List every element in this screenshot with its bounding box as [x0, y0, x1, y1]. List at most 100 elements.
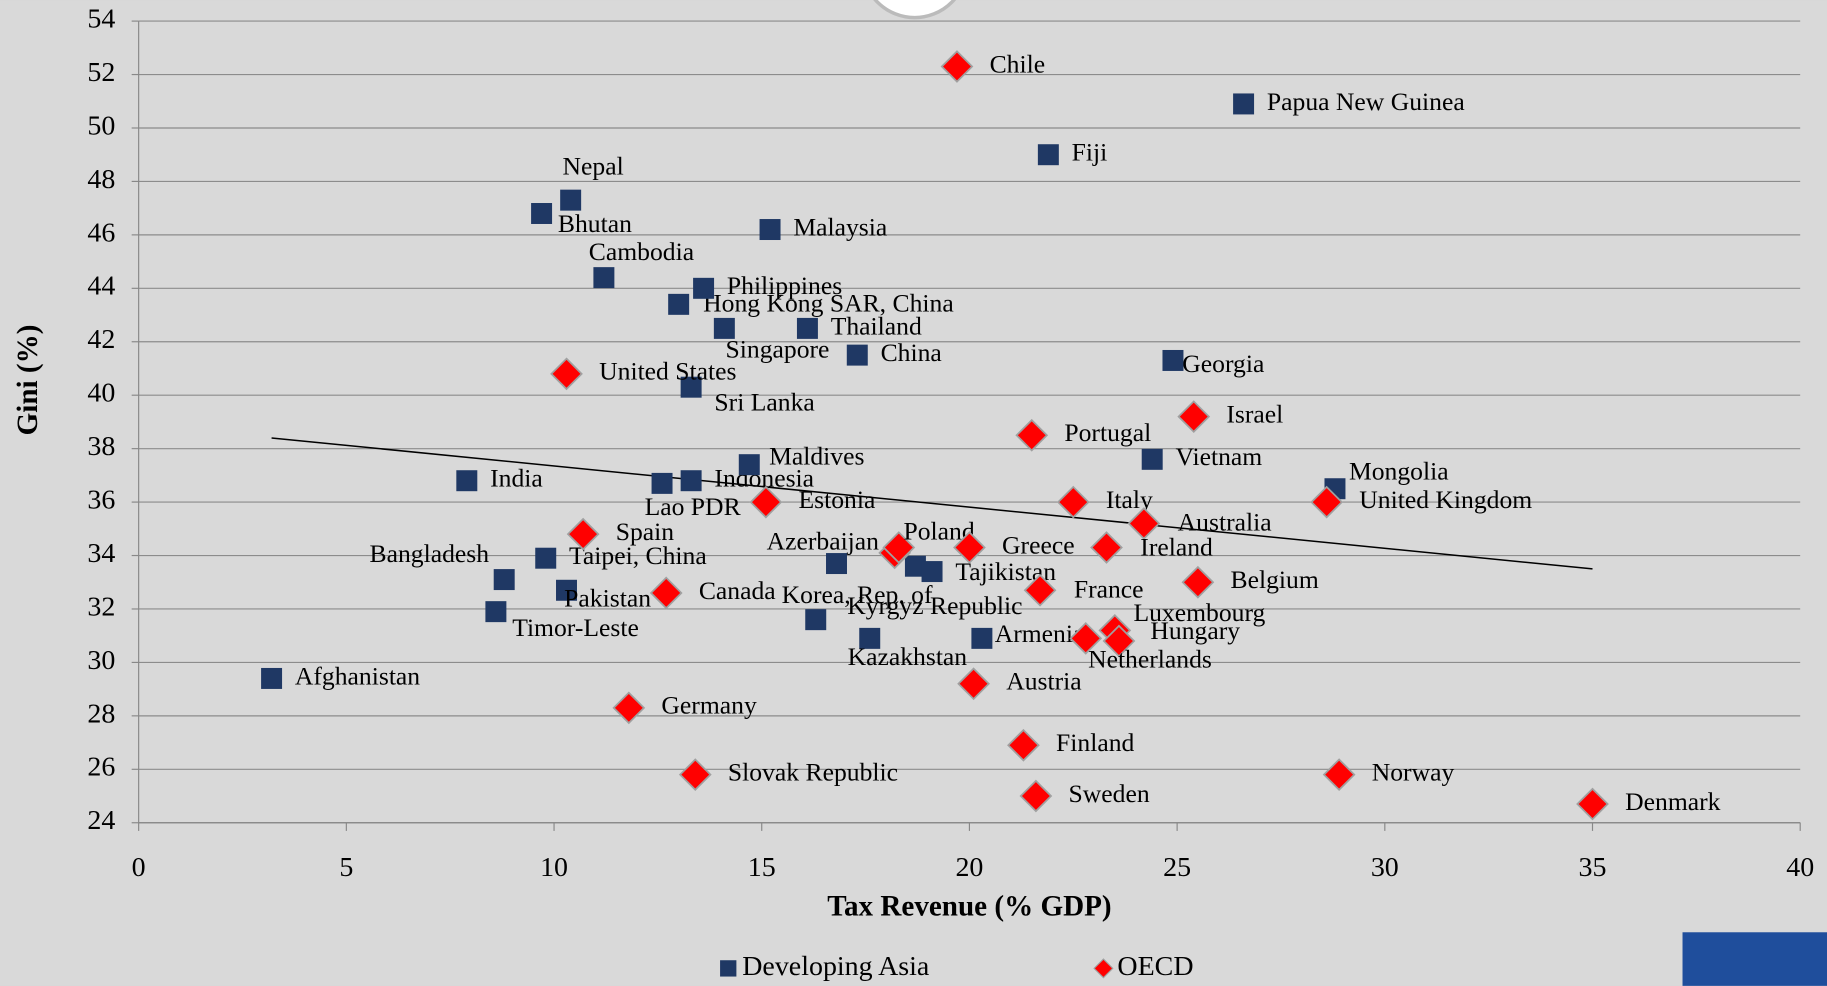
- x-tick-label: 15: [748, 852, 776, 883]
- marker-square: [1162, 349, 1184, 371]
- point-label: Maldives: [769, 442, 864, 471]
- y-tick-label: 40: [87, 378, 115, 409]
- marker-square: [456, 470, 478, 492]
- x-tick-label: 25: [1163, 852, 1191, 883]
- point-label: Timor-Leste: [512, 613, 639, 642]
- point-label: Sri Lanka: [714, 388, 815, 417]
- point-label: Finland: [1056, 728, 1134, 757]
- y-tick-label: 44: [87, 271, 115, 302]
- point-label: Greece: [1002, 530, 1075, 559]
- marker-square: [1037, 144, 1059, 166]
- marker-diamond: [1177, 400, 1211, 433]
- marker-square: [493, 569, 515, 591]
- marker-diamond: [1576, 787, 1609, 821]
- point-label: Pakistan: [564, 584, 651, 613]
- y-tick-label: 50: [87, 110, 115, 141]
- marker-square: [971, 627, 993, 649]
- marker-square: [759, 219, 781, 241]
- marker-square: [680, 470, 702, 492]
- y-tick-label: 46: [87, 217, 115, 248]
- trendline: [271, 437, 1593, 570]
- x-tick-label: 30: [1371, 852, 1399, 883]
- marker-square: [261, 667, 283, 689]
- y-tick-label: 32: [87, 591, 115, 622]
- point-label: Mongolia: [1349, 456, 1449, 485]
- point-label: Luxembourg: [1133, 598, 1265, 627]
- marker-diamond: [882, 531, 916, 564]
- point-label: Philippines: [727, 271, 842, 300]
- point-label: Cambodia: [589, 237, 695, 266]
- marker-diamond: [1102, 624, 1136, 658]
- y-tick-label: 48: [87, 164, 115, 195]
- point-label: Kyrgyz Republic: [847, 591, 1022, 620]
- point-label: Korea, Rep. of: [782, 580, 933, 609]
- marker-diamond: [1181, 565, 1215, 599]
- marker-diamond: [1023, 573, 1057, 607]
- marker-diamond: [678, 758, 712, 792]
- marker-square: [713, 317, 735, 339]
- marker-square: [1141, 448, 1163, 470]
- marker-diamond: [1056, 485, 1090, 519]
- point-label: Papua New Guinea: [1267, 87, 1465, 116]
- y-tick-label: 38: [87, 431, 115, 462]
- marker-diamond: [1015, 418, 1049, 452]
- point-label: Taipei, China: [569, 541, 707, 570]
- y-tick-label: 24: [87, 805, 115, 836]
- marker-diamond: [957, 667, 990, 701]
- marker-diamond: [1069, 621, 1103, 655]
- point-label: Kazakhstan: [848, 642, 968, 671]
- marker-diamond: [1310, 485, 1344, 519]
- marker-diamond: [550, 357, 583, 391]
- point-label: Belgium: [1231, 565, 1319, 594]
- marker-diamond: [1127, 507, 1161, 540]
- x-tick-label: 35: [1579, 852, 1607, 883]
- marker-square: [535, 547, 557, 569]
- point-label: France: [1074, 574, 1144, 603]
- marker-diamond: [566, 517, 600, 551]
- point-label: Bhutan: [558, 209, 632, 238]
- point-label: United Kingdom: [1359, 485, 1532, 514]
- corner-block: [1682, 932, 1827, 986]
- point-label: Afghanistan: [295, 661, 420, 690]
- point-label: Slovak Republic: [728, 758, 898, 787]
- point-label: Spain: [616, 517, 675, 546]
- point-label: United States: [599, 357, 736, 386]
- marker-diamond: [749, 485, 783, 519]
- point-label: Estonia: [799, 485, 876, 514]
- y-tick-label: 36: [87, 485, 115, 516]
- marker-diamond: [1007, 728, 1040, 762]
- marker-square: [826, 553, 847, 575]
- marker-square: [680, 376, 702, 398]
- y-tick-label: 28: [87, 698, 115, 729]
- marker-diamond: [1090, 531, 1123, 564]
- point-label: Bangladesh: [369, 539, 489, 568]
- marker-square: [693, 277, 715, 299]
- y-axis-title: Gini (%): [12, 325, 44, 436]
- marker-diamond: [612, 691, 646, 725]
- x-tick-label: 20: [955, 852, 983, 883]
- point-label: Portugal: [1064, 418, 1151, 447]
- marker-diamond: [953, 531, 986, 564]
- marker-square: [531, 203, 553, 224]
- legend-marker: [1093, 958, 1114, 979]
- point-label: Hong Kong SAR, China: [703, 288, 954, 317]
- point-label: Lao PDR: [645, 492, 742, 521]
- y-tick-label: 30: [87, 645, 115, 676]
- marker-square: [1233, 93, 1255, 115]
- point-label: Armenia: [995, 619, 1085, 648]
- marker-diamond: [1019, 779, 1053, 813]
- logo-circle: [873, 0, 957, 20]
- point-label: Germany: [661, 691, 757, 720]
- point-label: Georgia: [1182, 349, 1265, 378]
- marker-diamond: [1322, 758, 1356, 792]
- marker-square: [846, 344, 868, 366]
- point-label: Thailand: [831, 311, 922, 340]
- legend-label: Developing Asia: [742, 951, 930, 982]
- point-label: Hungary: [1150, 616, 1240, 645]
- marker-square: [651, 472, 673, 494]
- point-label: Azerbaijan: [767, 527, 880, 556]
- point-label: Malaysia: [793, 212, 888, 241]
- y-tick-label: 54: [87, 4, 115, 35]
- marker-diamond: [940, 50, 974, 83]
